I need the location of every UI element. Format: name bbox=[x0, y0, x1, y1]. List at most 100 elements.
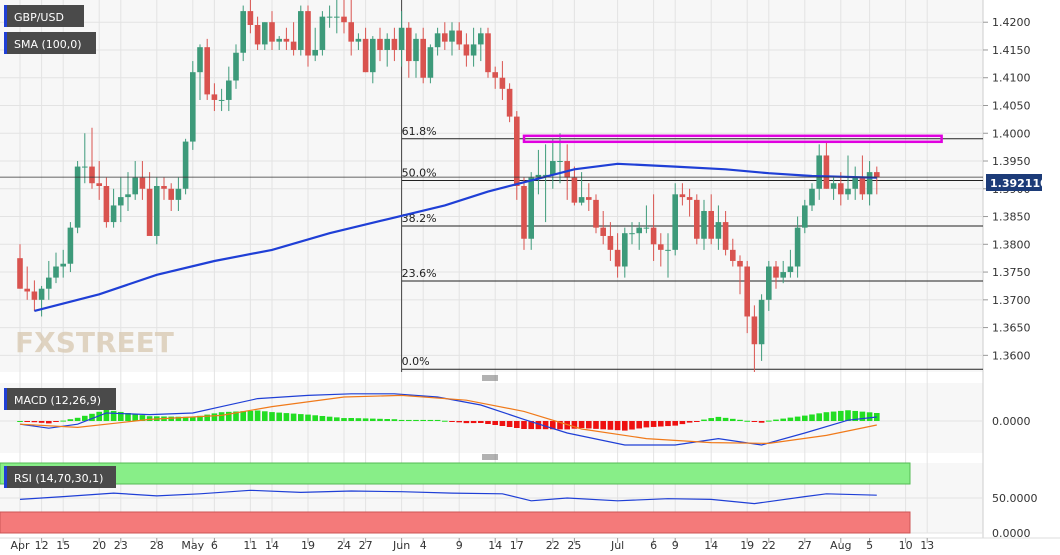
y-tick-label: 1.3650 bbox=[992, 322, 1031, 335]
symbol-tag[interactable]: GBP/USD bbox=[4, 5, 84, 27]
candle-body bbox=[31, 291, 38, 300]
macd-histogram-bar bbox=[535, 421, 542, 430]
candle-body bbox=[636, 227, 642, 234]
candle-body bbox=[161, 186, 167, 189]
candle-body bbox=[298, 11, 304, 50]
fib-level-label: 61.8% bbox=[402, 125, 437, 138]
rsi-overbought-zone bbox=[0, 462, 911, 485]
symbol-label: GBP/USD bbox=[14, 11, 64, 24]
candle-body bbox=[168, 188, 174, 200]
candle-body bbox=[312, 49, 318, 56]
candle-body bbox=[190, 72, 196, 142]
candle-body bbox=[773, 266, 779, 278]
sma-indicator-tag[interactable]: SMA (100,0) bbox=[4, 32, 96, 54]
candle-body bbox=[629, 233, 635, 235]
candle-body bbox=[535, 174, 542, 178]
macd-histogram-bar bbox=[506, 421, 513, 427]
y-tick-label: 1.4050 bbox=[992, 99, 1031, 112]
macd-histogram-bar bbox=[744, 420, 750, 422]
gridlines bbox=[0, 0, 983, 534]
macd-indicator-tag[interactable]: MACD (12,26,9) bbox=[4, 388, 116, 410]
fib-level-label: 38.2% bbox=[402, 212, 437, 225]
macd-histogram-bar bbox=[226, 411, 232, 421]
macd-signal-line bbox=[19, 394, 877, 445]
macd-histogram-bar bbox=[780, 418, 786, 421]
candle-body bbox=[154, 186, 160, 236]
current-price-label: 1.392110 bbox=[990, 177, 1048, 190]
x-tick-label: 27 bbox=[359, 539, 373, 552]
macd-histogram-bar bbox=[456, 421, 462, 423]
macd-histogram-bar bbox=[672, 421, 678, 426]
x-tick-label: 17 bbox=[510, 539, 524, 552]
x-tick-label: 20 bbox=[92, 539, 106, 552]
candle-body bbox=[82, 166, 88, 168]
macd-histogram-bar bbox=[636, 421, 642, 429]
candle-body bbox=[17, 258, 23, 289]
fib-level-label: 0.0% bbox=[402, 355, 430, 368]
rsi-indicator-tag[interactable]: RSI (14,70,30,1) bbox=[4, 466, 116, 488]
macd-histogram-bar bbox=[658, 421, 664, 427]
macd-histogram-bar bbox=[521, 421, 527, 429]
candle-body bbox=[758, 299, 765, 345]
candle-body bbox=[794, 227, 801, 267]
macd-histogram-bar bbox=[478, 421, 484, 423]
rsi-splitter-handle[interactable] bbox=[482, 454, 498, 460]
candle-body bbox=[125, 194, 131, 198]
macd-histogram-bar bbox=[24, 421, 30, 422]
macd-histogram-bar bbox=[420, 419, 426, 421]
candle-body bbox=[240, 11, 246, 53]
macd-histogram-bar bbox=[766, 420, 772, 422]
candle-body bbox=[290, 41, 297, 50]
candle-body bbox=[686, 197, 693, 200]
time-axis: Apr 12 15 20 23 28 May 6 11 14 19 24 27 Jun 4 9 14 17 22 25… bbox=[10, 538, 934, 552]
macd-histogram-bar bbox=[578, 421, 585, 428]
candle-body bbox=[809, 188, 815, 206]
rsi-line bbox=[19, 489, 877, 505]
sma-indicator-label: SMA (100,0) bbox=[14, 38, 82, 51]
candle-body bbox=[643, 227, 650, 229]
macd-histogram-bar bbox=[139, 415, 146, 421]
macd-histogram-bar bbox=[17, 421, 23, 422]
macd-histogram-bar bbox=[391, 419, 398, 421]
candle-body bbox=[578, 197, 585, 203]
macd-histogram-bar bbox=[197, 415, 203, 421]
candle-body bbox=[182, 141, 189, 189]
macd-histogram-bar bbox=[866, 412, 873, 421]
macd-splitter-handle[interactable] bbox=[482, 375, 498, 381]
x-tick-label: 14 bbox=[704, 539, 718, 552]
fib-level-label: 50.0% bbox=[402, 166, 437, 179]
candle-body bbox=[262, 22, 268, 45]
macd-histogram-bar bbox=[218, 412, 225, 421]
macd-histogram-bar bbox=[470, 421, 477, 424]
candle-body bbox=[398, 27, 405, 50]
macd-histogram-bar bbox=[434, 419, 441, 421]
macd-histogram-bar bbox=[427, 419, 434, 421]
candle-body bbox=[658, 244, 664, 250]
candle-body bbox=[204, 47, 210, 95]
candle-body bbox=[226, 80, 232, 100]
candle-body bbox=[874, 172, 880, 178]
candle-body bbox=[247, 11, 254, 25]
candle-body bbox=[254, 24, 261, 45]
y-tick-label: 1.3950 bbox=[992, 155, 1031, 168]
candle-body bbox=[370, 38, 376, 73]
candle-body bbox=[830, 183, 837, 189]
candle-body bbox=[622, 233, 628, 267]
candle-body bbox=[478, 33, 484, 45]
candle-body bbox=[852, 177, 858, 189]
candle-body bbox=[377, 38, 383, 50]
candle-body bbox=[859, 177, 866, 195]
candle-body bbox=[362, 38, 369, 73]
macd-histogram-bar bbox=[730, 418, 736, 421]
macd-histogram-bar bbox=[686, 421, 693, 423]
fibonacci-levels: 61.8% 50.0% 38.2% 23.6% 0.0% bbox=[401, 0, 983, 372]
x-tick-label: 14 bbox=[265, 539, 279, 552]
macd-histogram-bar bbox=[701, 419, 707, 421]
candle-body bbox=[283, 38, 290, 42]
macd-histogram-bar bbox=[629, 421, 635, 430]
macd-histogram-bar bbox=[377, 418, 383, 421]
candle-body bbox=[24, 288, 30, 292]
macd-histogram-bar bbox=[557, 421, 563, 430]
candle-body bbox=[276, 38, 282, 42]
